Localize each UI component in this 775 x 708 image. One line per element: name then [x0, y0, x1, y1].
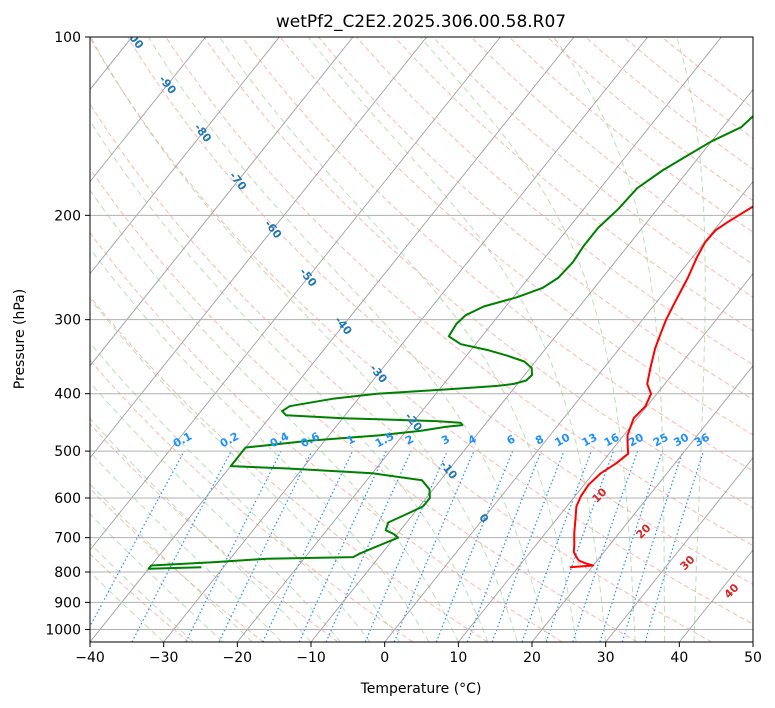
pressure-grid — [90, 37, 753, 630]
mixing-ratio-line — [572, 450, 639, 642]
moist-adiabat-line — [90, 571, 165, 642]
y-tick-label: 300 — [54, 313, 81, 329]
x-tick-label: 30 — [597, 650, 615, 666]
mixing-ratio-line — [521, 450, 592, 642]
x-tick-label: 0 — [380, 650, 389, 666]
plot-frame — [89, 36, 754, 643]
moist-adiabat-line — [307, 37, 607, 642]
dry-adiabat-line — [165, 37, 753, 547]
isotherm-line — [605, 457, 753, 642]
y-tick-label: 700 — [54, 531, 81, 547]
moist-adiabat-line — [553, 37, 666, 642]
moist-adiabat-line — [90, 342, 371, 642]
y-axis-label: Pressure (hPa) — [12, 289, 28, 389]
moist-adiabat-line — [219, 37, 577, 642]
x-axis-label: Temperature (°C) — [360, 681, 482, 697]
dry-adiabat-line — [90, 37, 753, 625]
moist-adiabat-line — [90, 119, 489, 642]
dry-adiabat-line — [203, 37, 753, 509]
dry-adiabat-line — [90, 487, 264, 642]
temperature-profile-line — [569, 205, 753, 569]
mixing-ratio-line — [435, 450, 514, 642]
mixing-ratio-label: 30 — [671, 431, 691, 450]
isotherm-line — [457, 272, 753, 642]
x-tick-label: −10 — [296, 650, 326, 666]
dry-adiabat-line — [470, 37, 753, 266]
y-tick-label: 400 — [54, 387, 81, 403]
mixing-ratio-line — [466, 450, 542, 642]
dry-adiabat-line — [90, 231, 563, 642]
y-tick-label: 200 — [54, 208, 81, 224]
moist-adiabat-line — [90, 189, 459, 642]
mixing-ratio-line — [90, 450, 185, 628]
dry-adiabat-line — [356, 37, 753, 366]
x-tick-label: −30 — [149, 650, 179, 666]
isotherm-line — [90, 37, 354, 367]
dewpoint-profile-line — [147, 114, 753, 570]
x-tick-label: −20 — [223, 650, 253, 666]
isotherm-line — [90, 37, 575, 642]
mixing-ratio-line — [545, 450, 614, 642]
isotherm-line — [163, 37, 649, 642]
profile-lines — [147, 114, 753, 570]
x-tick-label: 40 — [670, 650, 688, 666]
mixing-ratio-line — [491, 450, 565, 642]
mixing-ratio-label: 20 — [626, 431, 646, 450]
mixing-ratio-label: 36 — [692, 431, 712, 450]
y-tick-label: 600 — [54, 491, 81, 507]
mixing-ratio-line — [621, 450, 684, 642]
moist-adiabat-line — [90, 451, 282, 642]
mixing-ratio-lines — [90, 450, 705, 642]
x-tick-label: 50 — [744, 650, 762, 666]
dry-adiabat-line — [508, 37, 753, 233]
moist-adiabat-line — [90, 483, 253, 642]
isotherm-line — [90, 37, 428, 459]
isotherm-line — [236, 37, 722, 642]
isotherm-line — [90, 37, 207, 183]
dry-adiabat-line — [90, 167, 638, 642]
axes: −40 −30 −20 −10 0 10 20 30 40 50 100 200 300 400 500 60… — [45, 30, 762, 666]
mixing-ratio-label: 10 — [553, 431, 573, 450]
dry-adiabat-line — [547, 37, 753, 201]
plot-area: -100-90-80-70-60-50-40-30-20-1000.10.20.… — [90, 37, 753, 642]
mixing-ratio-label: 25 — [651, 431, 671, 450]
isotherm-line — [90, 37, 280, 275]
x-tick-label: 10 — [449, 650, 467, 666]
mixing-ratio-line — [325, 450, 412, 642]
y-tick-label: 900 — [54, 595, 81, 611]
dry-adiabat-line — [90, 103, 712, 642]
isotherm-line — [531, 365, 753, 642]
dry-adiabat-line — [90, 295, 488, 642]
y-tick-label: 500 — [54, 444, 81, 460]
moist-adiabat-line — [90, 513, 223, 642]
dry-adiabat-line — [90, 359, 414, 642]
x-tick-label: −40 — [75, 650, 105, 666]
dry-adiabat-line — [279, 37, 753, 436]
isotherm-line — [90, 37, 501, 551]
dry-adiabat-line — [432, 37, 753, 298]
mixing-ratio-label: 16 — [602, 431, 622, 450]
y-tick-label: 800 — [54, 565, 81, 581]
y-tick-label: 1000 — [45, 622, 81, 638]
moist-adiabat-line — [90, 542, 194, 642]
chart-title: wetPf2_C2E2.2025.306.00.58.R07 — [276, 12, 566, 32]
moist-adiabat-line — [90, 37, 518, 642]
isotherm-line — [384, 180, 753, 642]
y-tick-label: 100 — [54, 30, 81, 46]
dry-adiabat-line — [585, 37, 753, 170]
moist-adiabat-line — [420, 37, 636, 642]
mixing-ratio-line — [599, 450, 663, 642]
mixing-ratio-line — [185, 450, 282, 642]
mixing-ratio-label: 13 — [580, 431, 600, 450]
moist-adiabat-line — [90, 297, 400, 642]
moist-adiabat-line — [676, 37, 706, 642]
isotherm-grid — [90, 37, 753, 642]
x-tick-label: 20 — [523, 650, 541, 666]
mixing-ratio-line — [364, 450, 448, 642]
dry-adiabat-line — [127, 37, 753, 585]
